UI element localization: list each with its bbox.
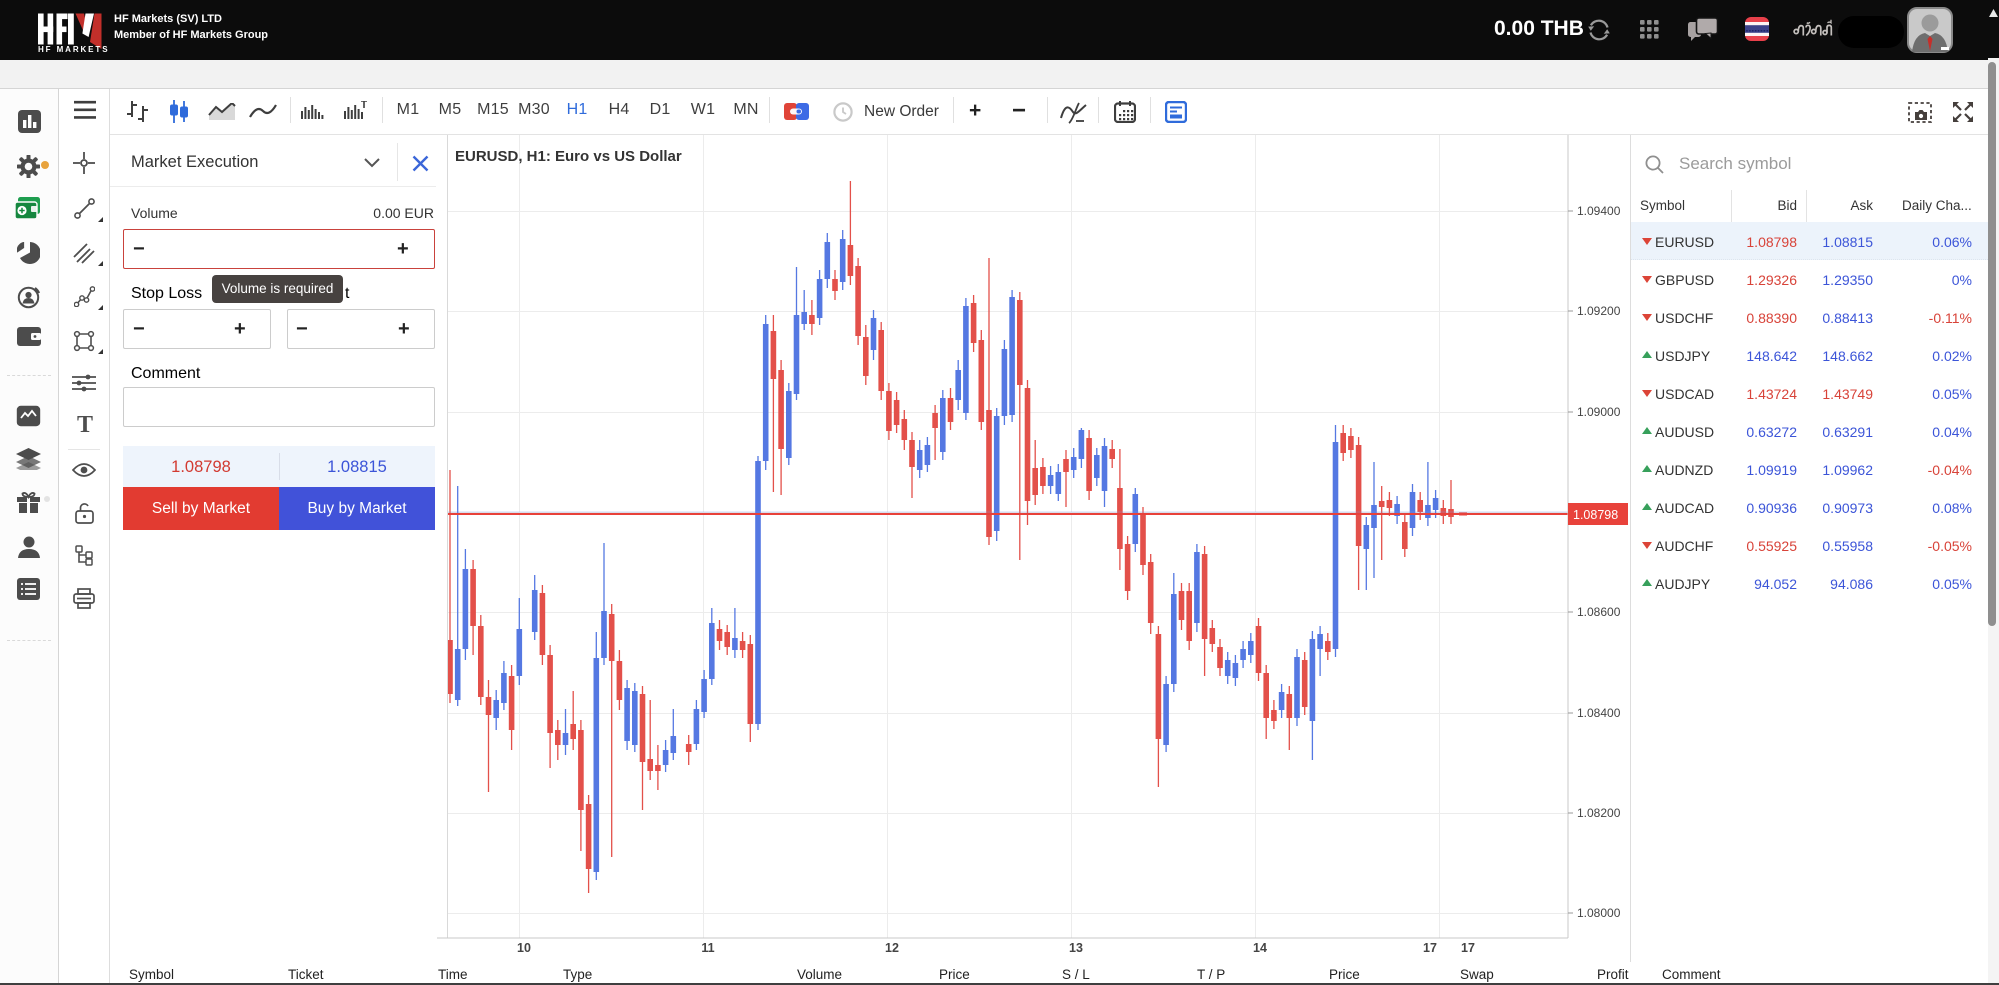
svg-text:1.08600: 1.08600 <box>1577 605 1621 619</box>
svg-text:1.08400: 1.08400 <box>1577 706 1621 720</box>
svg-text:13: 13 <box>1069 941 1083 955</box>
svg-text:1.08000: 1.08000 <box>1577 906 1621 920</box>
svg-text:1.09000: 1.09000 <box>1577 405 1621 419</box>
svg-text:14: 14 <box>1253 941 1267 955</box>
svg-text:12: 12 <box>885 941 899 955</box>
svg-text:11: 11 <box>701 941 714 955</box>
svg-text:10: 10 <box>517 941 531 955</box>
svg-text:1.08200: 1.08200 <box>1577 806 1621 820</box>
svg-text:17: 17 <box>1423 941 1437 955</box>
svg-text:1.09400: 1.09400 <box>1577 204 1621 218</box>
svg-text:HF MARKETS: HF MARKETS <box>38 45 109 54</box>
svg-text:1.09200: 1.09200 <box>1577 304 1621 318</box>
svg-text:17: 17 <box>1461 941 1475 955</box>
svg-text:1.08798: 1.08798 <box>1573 508 1618 522</box>
